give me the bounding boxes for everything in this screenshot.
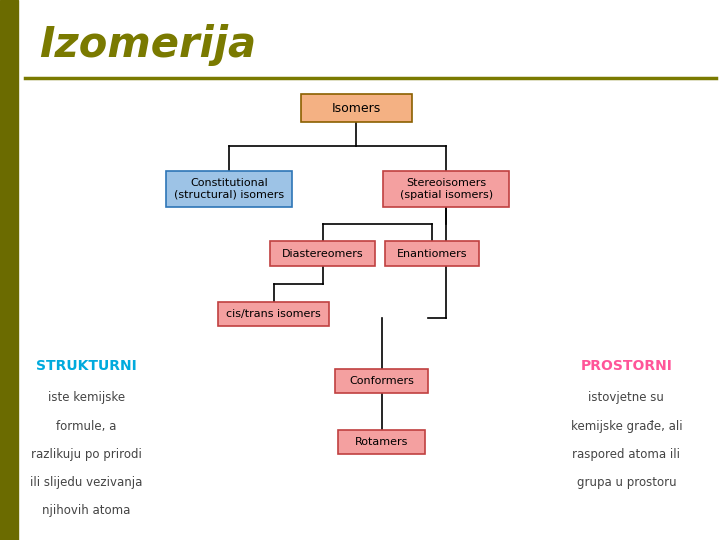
Text: raspored atoma ili: raspored atoma ili <box>572 448 680 461</box>
Text: Izomerija: Izomerija <box>40 24 257 66</box>
FancyBboxPatch shape <box>383 171 510 207</box>
Bar <box>0 0 18 540</box>
Text: formule, a: formule, a <box>56 420 117 433</box>
FancyBboxPatch shape <box>338 430 425 454</box>
Text: ili slijedu vezivanja: ili slijedu vezivanja <box>30 476 143 489</box>
FancyBboxPatch shape <box>335 369 428 393</box>
Text: iste kemijske: iste kemijske <box>48 392 125 404</box>
FancyBboxPatch shape <box>217 302 330 326</box>
FancyBboxPatch shape <box>385 241 479 266</box>
Text: njihovih atoma: njihovih atoma <box>42 504 130 517</box>
Text: Conformers: Conformers <box>349 376 414 386</box>
Text: Constitutional
(structural) isomers: Constitutional (structural) isomers <box>174 178 284 200</box>
Text: razlikuju po prirodi: razlikuju po prirodi <box>31 448 142 461</box>
Text: Isomers: Isomers <box>332 102 381 114</box>
Text: STRUKTURNI: STRUKTURNI <box>36 359 137 373</box>
Text: grupa u prostoru: grupa u prostoru <box>577 476 676 489</box>
Text: PROSTORNI: PROSTORNI <box>580 359 672 373</box>
Text: Stereoisomers
(spatial isomers): Stereoisomers (spatial isomers) <box>400 178 493 200</box>
Text: Diastereomers: Diastereomers <box>282 249 364 259</box>
Text: kemijske građe, ali: kemijske građe, ali <box>570 420 683 433</box>
Text: istovjetne su: istovjetne su <box>588 392 665 404</box>
FancyBboxPatch shape <box>271 241 374 266</box>
FancyBboxPatch shape <box>166 171 292 207</box>
Text: cis/trans isomers: cis/trans isomers <box>226 309 321 319</box>
Text: Rotamers: Rotamers <box>355 437 408 447</box>
FancyBboxPatch shape <box>301 94 412 122</box>
Text: Enantiomers: Enantiomers <box>397 249 467 259</box>
